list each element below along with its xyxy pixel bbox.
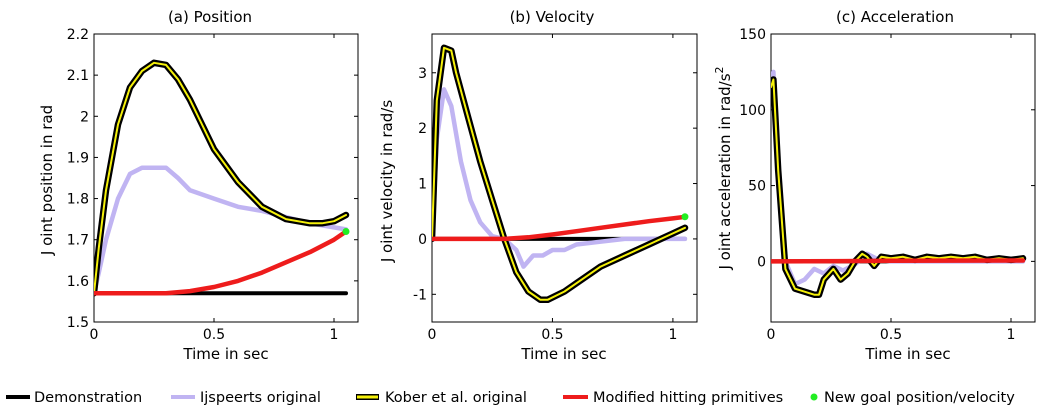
position-xlabel: Time in sec (182, 345, 268, 363)
position-series-kober (94, 61, 347, 295)
position-ytick-label: 1.7 (67, 233, 89, 249)
velocity-series-ijspeerts (432, 87, 688, 269)
legend-demonstration-label: Demonstration (34, 390, 142, 406)
acceleration-ylabel-superscript: 2 (713, 66, 726, 73)
position-series-group (94, 59, 350, 297)
acceleration-panel: (c) Acceleration J oint acceleration in … (713, 8, 1036, 363)
velocity-title: (b) Velocity (510, 8, 595, 26)
velocity-xlabel: Time in sec (520, 345, 606, 363)
acceleration-xtick-label: 0.5 (880, 327, 902, 343)
velocity-xtick-label: 1 (668, 327, 677, 343)
position-xtick-label: 1 (330, 327, 339, 343)
position-ytick-label: 1.6 (67, 274, 89, 290)
acceleration-ylabel-group: J oint acceleration in rad/s2 (713, 66, 734, 270)
position-plot-area: 0 0.5 1 1.5 1.6 1.7 1.8 1.9 2 2.1 2.2 (67, 27, 359, 343)
velocity-series-group (432, 44, 689, 304)
velocity-series-kober (432, 46, 686, 301)
velocity-ytick-label: 2 (418, 121, 427, 137)
legend-goal-marker (810, 393, 818, 401)
position-ytick-label: 1.5 (67, 315, 89, 331)
position-ylabel: J oint position in rad (38, 105, 56, 256)
acceleration-ytick-label: 100 (739, 103, 766, 119)
legend-kober-label: Kober et al. original (385, 390, 527, 406)
position-ytick-label: 2.2 (67, 27, 89, 43)
legend-goal-label: New goal position/velocity (824, 390, 1015, 406)
acceleration-ylabel-text: J oint acceleration in rad/s (716, 73, 734, 270)
acceleration-ytick-label: 0 (757, 254, 766, 270)
position-series-ijspeerts (94, 165, 349, 296)
position-ytick-label: 1.9 (67, 150, 89, 166)
acceleration-xtick-label: 0 (767, 327, 776, 343)
acceleration-plot-area: 0 0.5 1 0 50 100 150 (739, 27, 1036, 343)
velocity-plot-area: 0 0.5 1 -1 0 1 2 3 (413, 33, 698, 343)
position-axes-frame (93, 33, 359, 323)
position-ytick-label: 2 (80, 109, 89, 125)
legend: Demonstration Ijspeerts original Kober e… (6, 390, 1015, 406)
velocity-axes-frame (431, 33, 698, 323)
acceleration-series-modified (771, 258, 1026, 264)
acceleration-series-kober (771, 78, 1024, 296)
velocity-ytick-label: 3 (418, 66, 427, 82)
velocity-ytick-label: -1 (413, 287, 427, 303)
position-goal-marker (342, 227, 350, 235)
position-ytick-label: 2.1 (67, 68, 89, 84)
velocity-ytick-label: 0 (418, 232, 427, 248)
velocity-goal-marker (681, 213, 689, 221)
acceleration-series-ijspeerts (771, 69, 1026, 287)
acceleration-xtick-label: 1 (1007, 327, 1016, 343)
acceleration-ytick-label: 150 (739, 27, 766, 43)
acceleration-xlabel: Time in sec (864, 345, 950, 363)
position-xtick-label: 0 (90, 327, 99, 343)
velocity-xtick-label: 0 (428, 327, 437, 343)
position-series-kober-outline (94, 59, 350, 297)
velocity-ytick-label: 1 (418, 177, 427, 193)
position-xtick-label: 0.5 (203, 327, 225, 343)
acceleration-ylabel: J oint acceleration in rad/s2 (713, 66, 734, 270)
velocity-series-kober-outline (432, 44, 689, 304)
velocity-panel: (b) Velocity J oint velocity in rad/s Ti… (378, 8, 698, 363)
velocity-xtick-label: 0.5 (541, 327, 563, 343)
acceleration-ytick-label: 50 (748, 179, 766, 195)
position-ytick-label: 1.8 (67, 192, 89, 208)
acceleration-axes-frame (770, 33, 1036, 323)
legend-ijspeerts-label: Ijspeerts original (200, 390, 321, 406)
velocity-series-modified (432, 214, 688, 242)
position-title: (a) Position (168, 8, 252, 26)
velocity-ylabel: J oint velocity in rad/s (378, 100, 396, 263)
position-panel: (a) Position J oint position in rad Time… (38, 8, 359, 363)
acceleration-series-group (771, 69, 1027, 298)
legend-modified-label: Modified hitting primitives (593, 390, 783, 406)
acceleration-title: (c) Acceleration (836, 8, 954, 26)
position-series-modified (94, 229, 349, 296)
